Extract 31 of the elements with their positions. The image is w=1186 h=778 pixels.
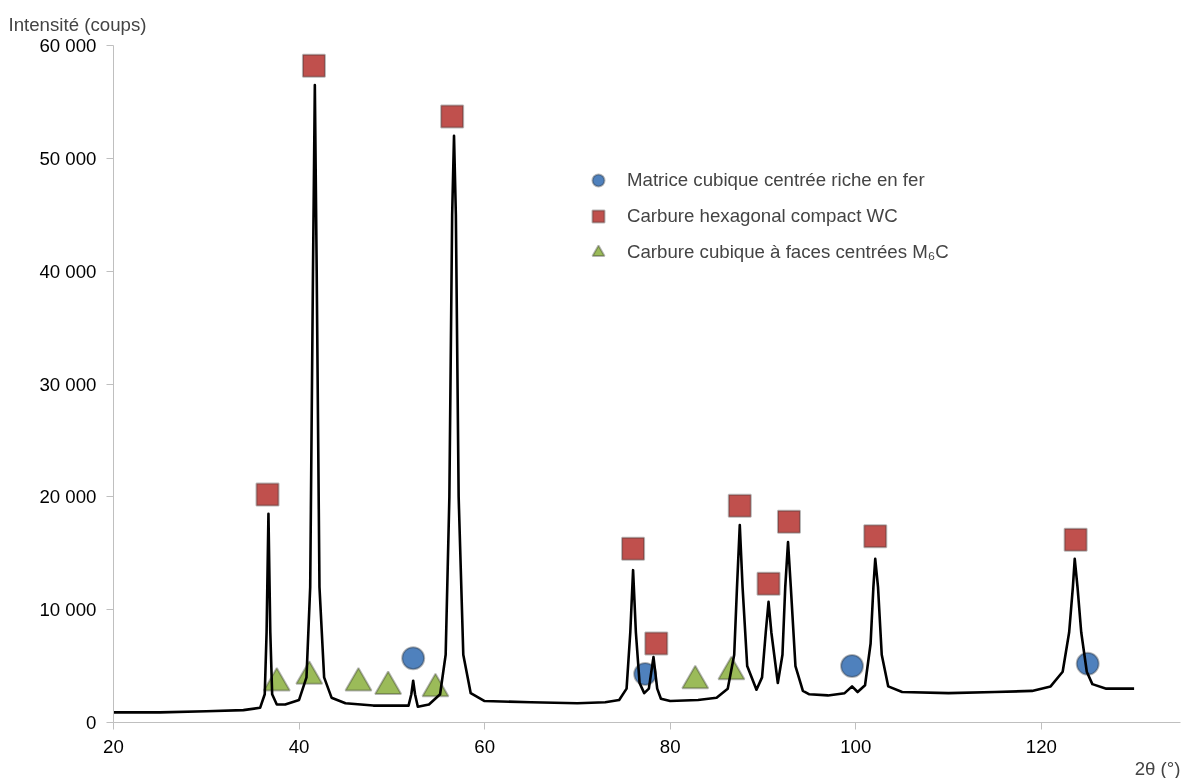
y-tick-label: 40 000 (39, 260, 97, 282)
point (644, 631, 669, 656)
x-tick-label: 120 (1025, 735, 1057, 757)
x-tick-label: 20 (103, 735, 124, 757)
x-tick-label: 80 (659, 735, 681, 757)
y-axis-title: Intensité (coups) (8, 13, 147, 35)
y-tick-label: 0 (86, 712, 97, 733)
y-tick-label: 50 000 (39, 147, 97, 169)
point (621, 536, 646, 561)
legend-label: Carbure cubique à faces centrées M₆C (627, 241, 949, 263)
y-tick-label: 20 000 (39, 486, 97, 508)
point (756, 571, 781, 596)
point (840, 654, 865, 679)
point (863, 524, 888, 549)
x-tick-label: 40 (288, 735, 310, 757)
legend-label: Carbure hexagonal compact WC (627, 205, 898, 227)
x-tick-label: 60 (474, 735, 496, 757)
point (1063, 527, 1088, 552)
point (255, 482, 280, 507)
point (776, 509, 801, 534)
legend-label: Matrice cubique centrée riche en fer (627, 169, 925, 191)
point (301, 53, 326, 78)
y-tick-label: 60 000 (39, 35, 97, 56)
x-tick-label: 100 (840, 735, 872, 757)
point (440, 104, 465, 129)
point (401, 646, 426, 671)
x-axis-title: 2θ (°) (1134, 757, 1181, 778)
y-tick-label: 10 000 (39, 599, 97, 621)
point (727, 493, 752, 518)
y-tick-label: 30 000 (39, 373, 97, 395)
line-series (113, 83, 1136, 714)
